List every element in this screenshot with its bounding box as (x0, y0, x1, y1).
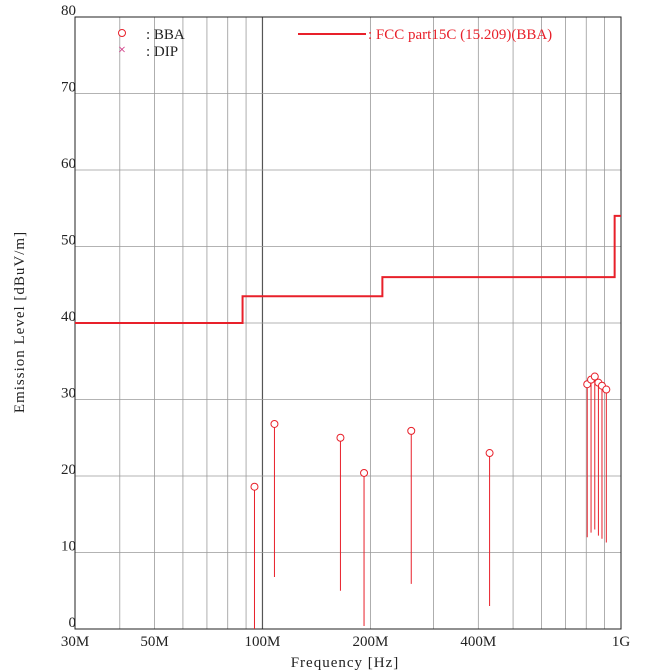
data-point-marker (407, 426, 416, 435)
x-tick-label: 1G (612, 634, 631, 650)
x-tick-label: 30M (61, 634, 89, 650)
x-tick-label: 400M (460, 634, 496, 650)
y-tick-label: 30 (61, 386, 76, 402)
y-tick-label: 10 (61, 539, 76, 555)
limit-line-path (75, 214, 621, 324)
legend-marker-dip: × (118, 43, 126, 58)
y-tick-label: 70 (61, 80, 76, 96)
legend-marker-bba (118, 29, 126, 37)
x-axis-label: Frequency [Hz] (291, 655, 400, 671)
x-tick-label: 50M (140, 634, 168, 650)
legend-label-dip: : DIP (146, 44, 178, 60)
data-point-marker (250, 482, 259, 491)
data-point-marker (485, 449, 494, 458)
y-tick-label: 40 (61, 309, 76, 325)
y-tick-label: 0 (69, 615, 77, 631)
y-axis-label: Emission Level [dBuV/m] (12, 231, 28, 413)
data-point-marker (590, 372, 599, 381)
limit-line (75, 214, 621, 324)
x-tick-label: 200M (352, 634, 388, 650)
y-tick-label: 20 (61, 462, 76, 478)
y-axis-ticks: 0 10 20 30 40 50 60 70 80 (61, 3, 76, 631)
data-point-marker (602, 385, 611, 394)
data-point-marker (360, 468, 369, 477)
y-tick-label: 60 (61, 156, 76, 172)
chart-grid (75, 17, 621, 629)
legend-label-limit: : FCC part15C (15.209)(BBA) (368, 27, 552, 43)
x-axis-ticks: 30M 50M 100M 200M 400M 1G (61, 634, 631, 650)
x-tick-label: 100M (245, 634, 281, 650)
data-point-marker (270, 419, 279, 428)
legend: : BBA × : DIP : FCC part15C (15.209)(BBA) (118, 27, 552, 60)
y-tick-label: 50 (61, 233, 76, 249)
data-points (250, 372, 611, 629)
data-point-marker (336, 433, 345, 442)
y-tick-label: 80 (61, 3, 76, 19)
legend-label-bba: : BBA (146, 27, 185, 43)
